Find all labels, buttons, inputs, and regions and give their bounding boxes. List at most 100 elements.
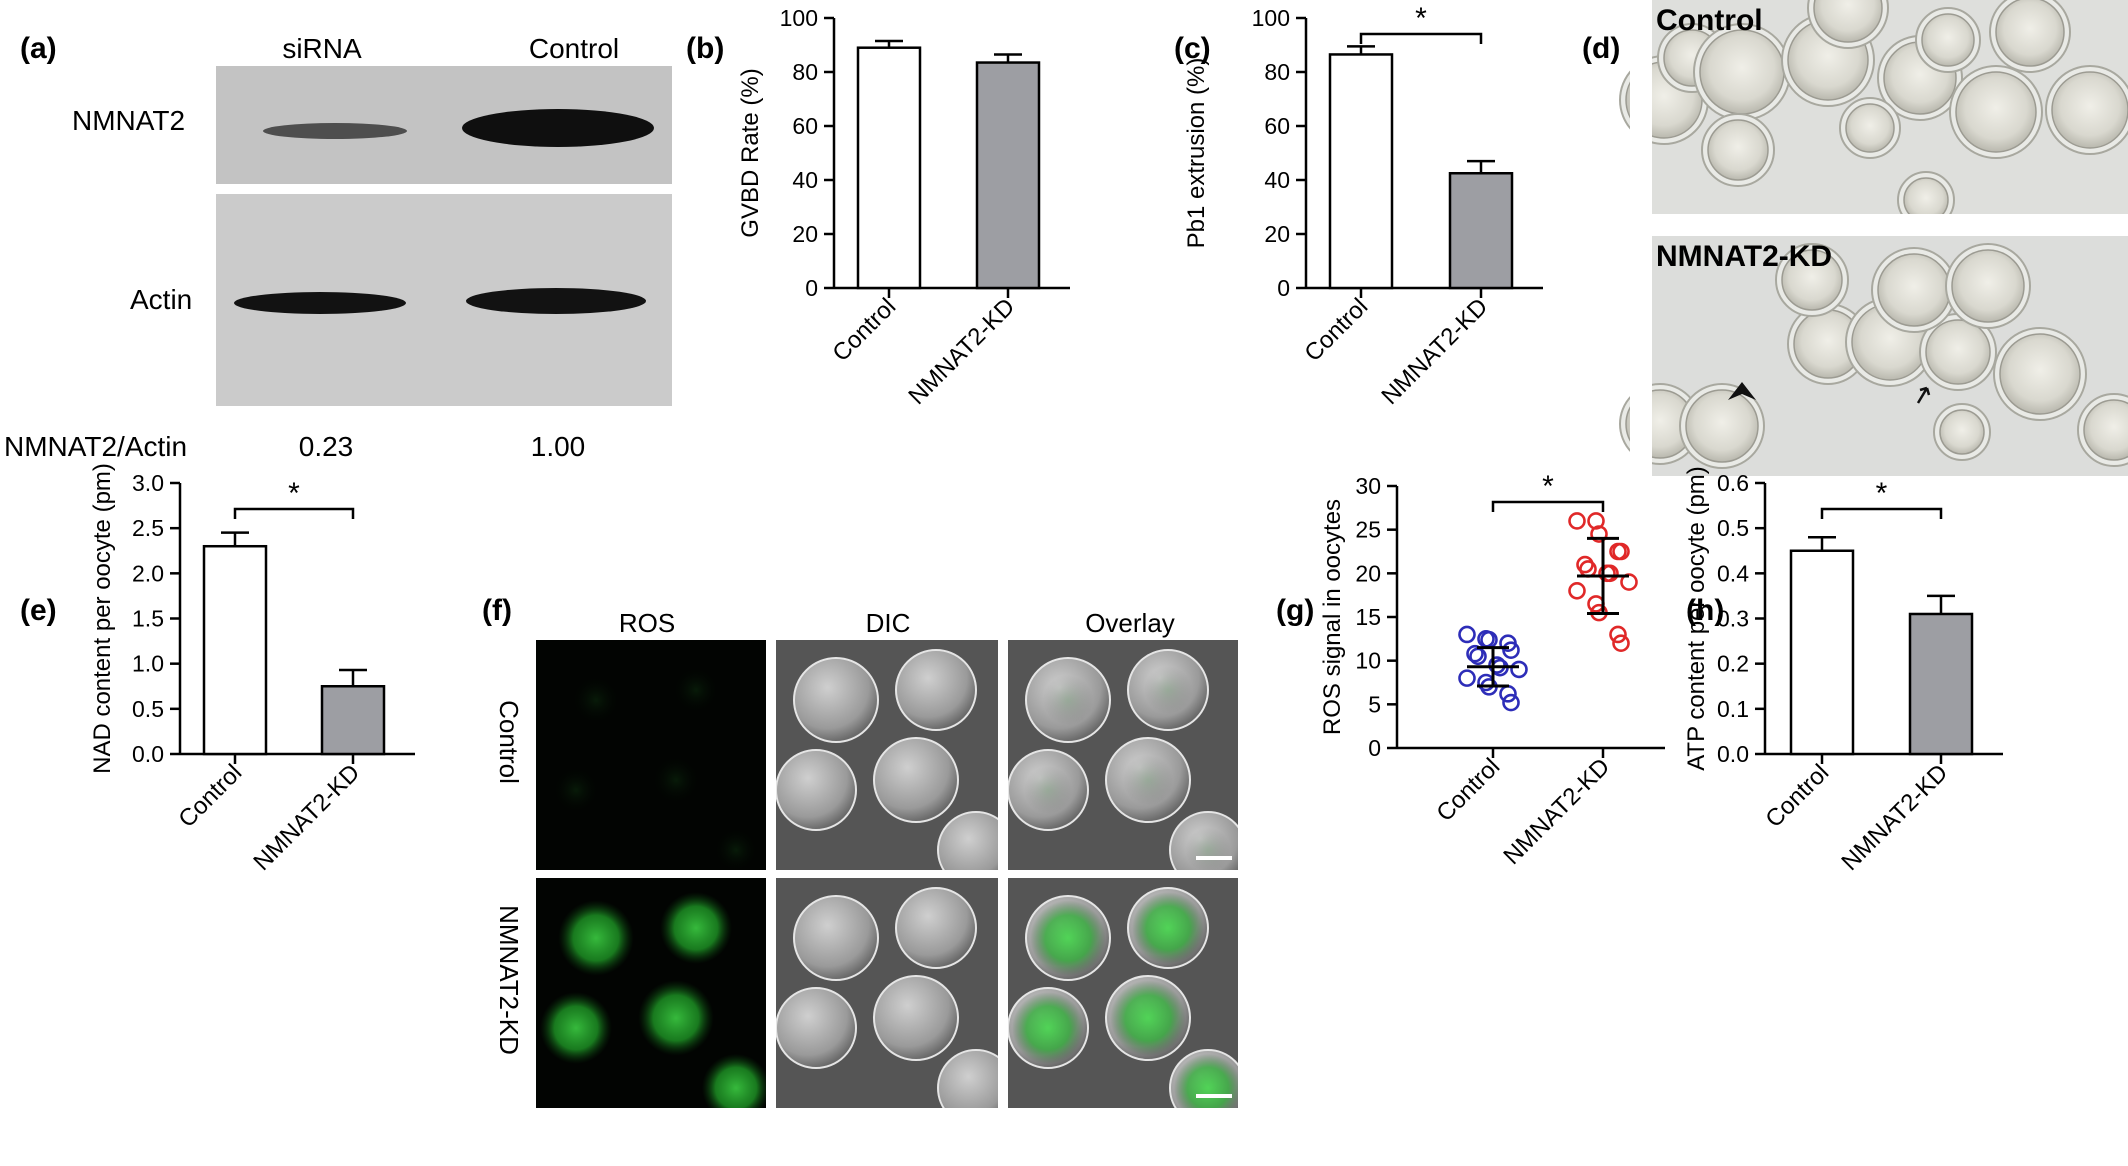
oocyte <box>1921 13 1975 67</box>
data-point-control <box>1458 625 1476 644</box>
band-actin-sirna <box>234 292 406 314</box>
data-point-nmnat2-kd <box>1612 634 1630 653</box>
band-nmnat2-control <box>462 109 654 147</box>
bar-nmnat2-kd <box>975 61 1041 290</box>
category-label: NMNAT2-KD <box>1376 293 1493 410</box>
panel-label-a: (a) <box>20 32 57 65</box>
y-tick-label: 15 <box>1355 604 1381 630</box>
chart-gvbd-rate: 0 20 40 60 80 100 Control NMNAT2-KD GVBD Rate (%… <box>737 5 1070 410</box>
y-tick-label: 0.5 <box>132 696 164 722</box>
oocyte <box>793 895 879 981</box>
bar-nmnat2-kd <box>320 685 386 756</box>
panel-gap <box>1630 0 1652 496</box>
ros-signal <box>701 1053 771 1123</box>
bar-control <box>202 544 268 756</box>
category-label: NMNAT2-KD <box>1836 759 1953 876</box>
row-label-nmnat2-kd: NMNAT2-KD <box>494 905 524 1055</box>
data-point-nmnat2-kd <box>1568 512 1586 530</box>
panel-gap <box>1652 476 2128 496</box>
y-tick-label: 2.5 <box>132 515 164 541</box>
chart-atp-content: 0.0 0.1 0.2 0.3 0.4 0.5 0.6 Control NMNAT2-KD ATP… <box>1683 466 2003 876</box>
y-tick-label: 1.5 <box>132 606 164 632</box>
oocyte-group <box>1619 0 2128 496</box>
data-point-control <box>1502 693 1520 712</box>
y-tick-label: 0.0 <box>132 741 164 767</box>
oocyte <box>1699 29 1785 115</box>
fluorescence-panel: ROS DIC Overlay Control NMNAT2-KD <box>494 608 1268 1148</box>
bar-nmnat2-kd <box>1448 172 1514 290</box>
ros-signal <box>1122 754 1174 806</box>
ros-signal <box>672 666 720 714</box>
ros-signal <box>1024 766 1072 814</box>
ros-signal <box>552 766 600 814</box>
significance-bracket <box>1491 500 1605 512</box>
lane-label-sirna: siRNA <box>282 33 362 64</box>
band-label-nmnat2: NMNAT2 <box>72 105 185 136</box>
ros-signal <box>1173 1053 1243 1123</box>
y-tick-label: 40 <box>1264 167 1290 193</box>
data-point-control <box>1510 660 1528 679</box>
category-label: Control <box>827 293 901 367</box>
scale-bar-nmnat2-kd <box>1196 1094 1232 1098</box>
y-tick-label: 0 <box>1277 275 1290 301</box>
chart-nad-content: 0.0 0.5 1.0 1.5 2.0 2.5 3.0 Control NMNAT2-KD NAD… <box>89 463 415 876</box>
ros-signal <box>1144 666 1192 714</box>
ros-signal <box>1185 827 1231 873</box>
scale-bar-control <box>1196 856 1232 860</box>
ratio-control: 1.00 <box>531 431 586 462</box>
micrograph-label-nmnat2-kd: NMNAT2-KD <box>1656 240 1832 273</box>
ros-signal <box>1110 980 1186 1056</box>
y-tick-label: 1.0 <box>132 651 164 677</box>
y-tick-label: 5 <box>1368 691 1381 717</box>
chart-pb1-extrusion: 0 20 40 60 80 100 Control NMNAT2-KD Pb1 extrusio… <box>1183 2 1543 410</box>
bar-control <box>856 46 922 290</box>
y-axis-title: ROS signal in oocytes <box>1319 499 1346 735</box>
oocyte <box>2051 71 2128 149</box>
ratio-label: NMNAT2/Actin <box>4 431 187 462</box>
y-tick-label: 25 <box>1355 517 1381 543</box>
y-tick-label: 40 <box>792 167 818 193</box>
y-tick-label: 30 <box>1355 473 1381 499</box>
panel-label-c: (c) <box>1174 32 1211 65</box>
oocyte <box>1781 249 1843 311</box>
column-label-overlay: Overlay <box>1085 608 1175 638</box>
ros-signal <box>713 827 759 873</box>
column-label-ros: ROS <box>619 608 675 638</box>
category-label: Control <box>1431 753 1505 827</box>
arrowhead-marker <box>1728 382 1756 400</box>
panel-label-d: (d) <box>1582 32 1620 65</box>
significance-marker: * <box>1542 470 1554 503</box>
lane-label-control: Control <box>529 33 619 64</box>
ros-signal <box>1030 900 1106 976</box>
ros-signal <box>1042 674 1094 726</box>
category-label: Control <box>1760 759 1834 833</box>
band-actin-control <box>466 288 646 314</box>
data-point-nmnat2-kd <box>1612 542 1630 561</box>
category-label: NMNAT2-KD <box>1498 753 1615 870</box>
oocyte <box>1995 0 2065 67</box>
y-tick-label: 80 <box>792 59 818 85</box>
significance-bracket <box>1820 507 1943 519</box>
micrograph-panel: Control NMNAT2-KD <box>1619 0 2128 496</box>
oocyte <box>895 887 977 969</box>
oocyte <box>1877 253 1951 327</box>
oocyte <box>873 975 959 1061</box>
ros-signal <box>1132 892 1204 964</box>
oocyte <box>775 987 857 1069</box>
data-point-control <box>1488 656 1506 674</box>
data-point-nmnat2-kd <box>1579 560 1597 578</box>
oocyte <box>1925 319 1991 385</box>
panel-label-g: (g) <box>1276 594 1314 627</box>
oocyte <box>1707 119 1769 181</box>
panel-label-e: (e) <box>20 594 57 627</box>
category-label: Control <box>1299 293 1373 367</box>
y-axis-title: Pb1 extrusion (%) <box>1183 58 1210 249</box>
oocyte <box>1939 409 1985 455</box>
ros-signal <box>650 754 702 806</box>
arrow-marker <box>1916 386 1931 404</box>
oocyte <box>1845 103 1895 153</box>
western-blot-panel: siRNA Control NMNAT2 Actin NMNAT2/Actin … <box>4 33 672 462</box>
tile-gutter <box>1238 630 1268 1130</box>
